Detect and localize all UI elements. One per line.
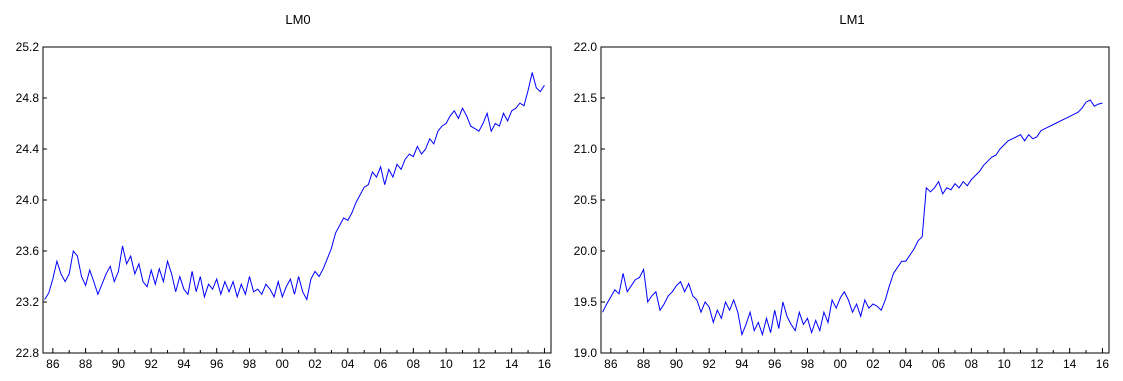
x-tick-label: 90 (112, 357, 126, 371)
x-tick-label: 90 (670, 357, 684, 371)
y-tick-label: 20.5 (574, 193, 598, 207)
y-axis-lm1: 19.0 19.5 20.0 20.5 21.0 21.5 22.0 (574, 40, 605, 360)
x-axis-lm0: 86 88 90 92 94 96 98 00 02 04 06 08 10 12 14 16 (46, 348, 551, 371)
x-tick-label: 94 (735, 357, 749, 371)
x-tick-label: 02 (308, 357, 322, 371)
x-tick-label: 06 (932, 357, 946, 371)
y-axis-lm0: 22.8 23.2 23.6 24.0 24.4 24.8 25.2 (16, 40, 47, 360)
x-tick-label: 88 (637, 357, 651, 371)
y-tick-label: 22.8 (16, 346, 40, 360)
x-tick-label: 94 (177, 357, 191, 371)
chart-lm1: LM1 19.0 19.5 20.0 20.5 21.0 21.5 22.0 86 88 90 9… (574, 12, 1110, 371)
x-tick-label: 12 (472, 357, 486, 371)
x-tick-label: 98 (801, 357, 815, 371)
x-tick-label: 00 (834, 357, 848, 371)
series-line-lm0 (44, 72, 545, 301)
x-tick-label: 14 (1063, 357, 1077, 371)
y-tick-label: 21.5 (574, 91, 598, 105)
x-tick-label: 10 (997, 357, 1011, 371)
chart-title-lm1: LM1 (839, 12, 864, 27)
x-tick-label: 98 (243, 357, 257, 371)
y-tick-label: 24.8 (16, 91, 40, 105)
y-tick-label: 19.0 (574, 346, 598, 360)
x-tick-label: 88 (79, 357, 93, 371)
x-tick-label: 16 (1096, 357, 1110, 371)
y-tick-label: 23.2 (16, 295, 40, 309)
x-tick-label: 06 (374, 357, 388, 371)
x-tick-label: 00 (276, 357, 290, 371)
x-tick-label: 02 (866, 357, 880, 371)
y-tick-label: 24.0 (16, 193, 40, 207)
y-tick-label: 22.0 (574, 40, 598, 54)
x-tick-label: 14 (505, 357, 519, 371)
y-tick-label: 19.5 (574, 295, 598, 309)
x-tick-label: 86 (46, 357, 60, 371)
y-tick-label: 24.4 (16, 142, 40, 156)
chart-title-lm0: LM0 (285, 12, 310, 27)
x-tick-label: 04 (899, 357, 913, 371)
x-tick-label: 10 (439, 357, 453, 371)
chart-lm0: LM0 22.8 23.2 23.6 24.0 24.4 24.8 25.2 86 88 90 9… (16, 12, 552, 371)
series-line-lm1 (602, 99, 1103, 337)
y-tick-label: 23.6 (16, 244, 40, 258)
plot-frame-lm0 (42, 46, 552, 354)
x-tick-label: 92 (144, 357, 158, 371)
plot-frame-lm1 (600, 46, 1110, 354)
x-tick-label: 16 (538, 357, 552, 371)
y-tick-label: 21.0 (574, 142, 598, 156)
x-tick-label: 12 (1030, 357, 1044, 371)
x-tick-label: 08 (407, 357, 421, 371)
y-tick-label: 25.2 (16, 40, 40, 54)
x-axis-lm1: 86 88 90 92 94 96 98 00 02 04 06 08 10 12 14 16 (604, 348, 1109, 371)
x-tick-label: 96 (210, 357, 224, 371)
x-tick-label: 08 (965, 357, 979, 371)
x-tick-label: 96 (768, 357, 782, 371)
y-tick-label: 20.0 (574, 244, 598, 258)
x-tick-label: 92 (702, 357, 716, 371)
x-tick-label: 86 (604, 357, 618, 371)
x-tick-label: 04 (341, 357, 355, 371)
